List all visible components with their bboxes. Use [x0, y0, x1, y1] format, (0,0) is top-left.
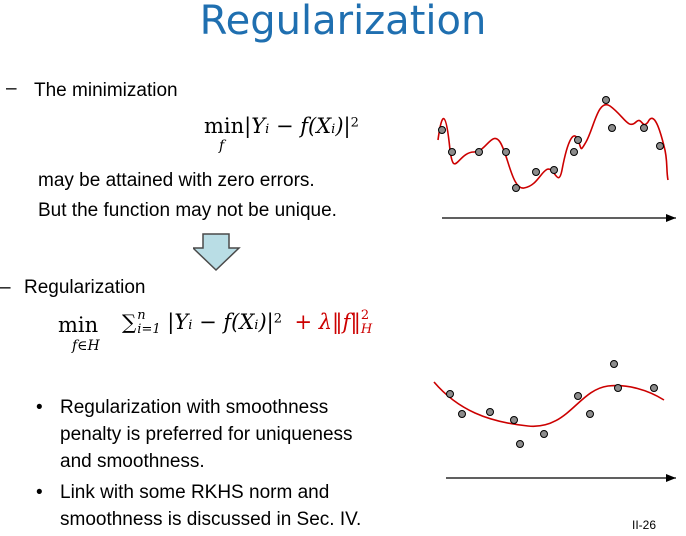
- formula-body: |Y: [160, 310, 189, 334]
- penalty-term: + λ‖f‖: [294, 310, 361, 334]
- section1-heading: The minimization: [34, 80, 178, 101]
- sum-expression: ∑ n i=1 |Yi − f(Xi)|2 + λ‖f‖ 2 H: [122, 308, 373, 337]
- down-arrow-icon: [193, 233, 241, 272]
- smooth-curve-plot: [433, 360, 676, 482]
- formula-sub2: i: [331, 122, 336, 137]
- section2-dash: –: [0, 277, 11, 298]
- section1-line1: may be attained with zero errors.: [38, 170, 315, 191]
- min-operator: min: [204, 114, 245, 138]
- section2-heading: Regularization: [24, 277, 146, 298]
- regularization-formula: min: [58, 313, 98, 337]
- sum-bottom: i=1: [137, 322, 161, 337]
- min-set: f∈H: [72, 338, 100, 354]
- formula-close: )|: [258, 310, 274, 334]
- bullet1-line3: and smoothness.: [60, 451, 205, 472]
- bullet-symbol: •: [36, 482, 43, 503]
- bullet1-line2: penalty is preferred for uniqueness: [60, 424, 353, 445]
- formula-sub: i: [265, 122, 270, 137]
- bullet1-line1: Regularization with smoothness: [60, 397, 329, 418]
- page-number: II-26: [632, 518, 657, 532]
- bullet2-line1: Link with some RKHS norm and: [60, 482, 330, 503]
- bullet2-line2: smoothness is discussed in Sec. IV.: [60, 509, 362, 530]
- formula-rest: − f(X: [192, 310, 255, 334]
- formula-rest: − f(X: [269, 114, 332, 138]
- sum-top: n: [137, 308, 146, 323]
- slide-title: Regularization: [199, 0, 487, 44]
- bullet-symbol: •: [36, 397, 43, 418]
- formula-sub2: i: [254, 318, 259, 333]
- formula-body: |Y: [244, 114, 266, 138]
- formula-sub: i: [188, 318, 193, 333]
- min-operator: min: [58, 313, 99, 337]
- formula-square: 2: [273, 311, 283, 327]
- section1-line2: But the function may not be unique.: [38, 200, 337, 221]
- formula-close: )|: [335, 114, 351, 138]
- formula-square: 2: [350, 115, 359, 131]
- minimization-formula: min|Yi − f(Xi)|2: [204, 114, 359, 138]
- norm-sup: 2: [360, 308, 370, 323]
- overfit-curve-plot: [437, 96, 676, 222]
- section1-dash: –: [6, 78, 17, 99]
- min-variable: f: [219, 138, 225, 154]
- sum-symbol: ∑: [122, 310, 137, 334]
- norm-sub: H: [360, 322, 373, 337]
